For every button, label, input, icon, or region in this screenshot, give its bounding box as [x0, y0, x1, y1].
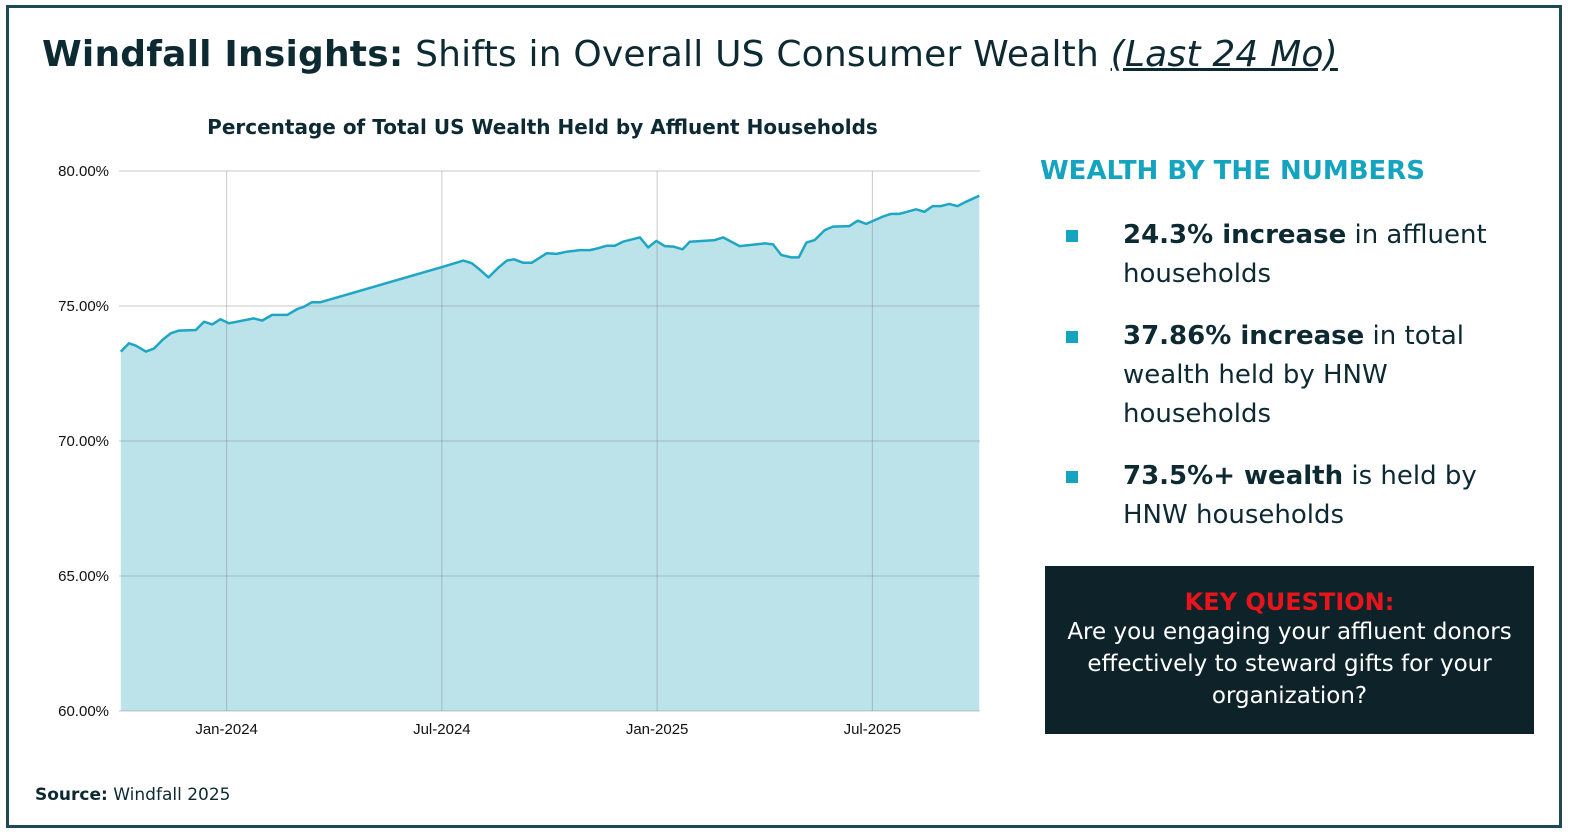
stat-bold: 24.3% increase — [1123, 220, 1347, 250]
panel-heading: WEALTH BY THE NUMBERS — [1040, 156, 1426, 186]
x-tick-label: Jul-2024 — [413, 721, 471, 738]
x-tick-label: Jan-2025 — [626, 721, 689, 738]
y-tick-label: 70.00% — [58, 433, 109, 450]
key-question-body: Are you engaging your affluent donors ef… — [1067, 619, 1512, 709]
slide-frame — [6, 5, 1562, 828]
bullet-square-icon — [1066, 471, 1078, 483]
title-period: (Last 24 Mo) — [1110, 34, 1338, 75]
title-brand: Windfall Insights: — [42, 34, 404, 75]
page-title: Windfall Insights: Shifts in Overall US … — [42, 34, 1338, 75]
stat-bold: 37.86% increase — [1123, 321, 1365, 351]
stat-text: in total wealth held by HNW households — [1123, 321, 1464, 429]
area-fill — [120, 195, 980, 712]
bullet-square-icon — [1066, 230, 1078, 242]
y-tick-label: 80.00% — [58, 163, 109, 180]
stat-text: in affluent households — [1123, 220, 1487, 289]
y-tick-label: 60.00% — [58, 703, 109, 720]
y-tick-label: 65.00% — [58, 568, 109, 585]
stat-bold: 73.5%+ wealth — [1123, 461, 1344, 491]
source-note: Source: Windfall 2025 — [35, 785, 230, 805]
source-label: Source: — [35, 785, 108, 805]
x-tick-label: Jan-2024 — [195, 721, 258, 738]
key-question-box: KEY QUESTION: Are you engaging your affl… — [1045, 566, 1534, 734]
x-tick-label: Jul-2025 — [844, 721, 902, 738]
key-question-heading: KEY QUESTION: — [1184, 588, 1395, 616]
y-tick-label: 75.00% — [58, 298, 109, 315]
source-value: Windfall 2025 — [107, 785, 231, 805]
title-main: Shifts in Overall US Consumer Wealth — [415, 34, 1099, 75]
area-chart: 80.00% 75.00% 70.00% 65.00% 60.00% Jan-2024 Ju… — [58, 163, 980, 738]
bullet-square-icon — [1066, 331, 1078, 343]
chart-title: Percentage of Total US Wealth Held by Af… — [207, 115, 878, 139]
stat-text: is held by HNW households — [1123, 461, 1477, 530]
